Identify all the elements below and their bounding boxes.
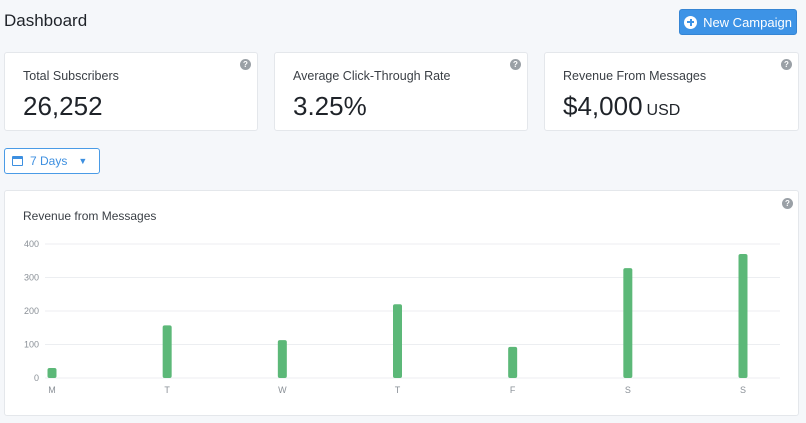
stat-card-revenue: Revenue From Messages $4,000 USD ? (544, 52, 799, 131)
y-tick-label: 300 (24, 273, 39, 283)
x-tick-label: S (625, 385, 631, 395)
help-icon[interactable]: ? (510, 59, 521, 70)
stat-number: 3.25% (293, 91, 367, 121)
x-tick-label: F (510, 385, 516, 395)
bar-2[interactable] (277, 340, 287, 378)
stat-unit: USD (646, 102, 681, 119)
chart-title: Revenue from Messages (23, 209, 157, 223)
bar-1[interactable] (162, 325, 172, 378)
y-tick-label: 0 (34, 373, 39, 383)
stat-value: 26,252 (23, 91, 103, 122)
bar-5[interactable] (623, 268, 633, 378)
new-campaign-label: New Campaign (703, 14, 792, 30)
new-campaign-button[interactable]: New Campaign (679, 9, 797, 35)
y-tick-label: 200 (24, 306, 39, 316)
stat-label: Total Subscribers (23, 69, 119, 83)
bar-0[interactable] (47, 367, 57, 378)
header: Dashboard New Campaign (0, 0, 806, 44)
stat-number: 26,252 (23, 91, 103, 121)
stat-label: Revenue From Messages (563, 69, 707, 83)
revenue-chart-card: Revenue from Messages ? 0 100 200 300 400 M T W… (4, 190, 799, 416)
chevron-down-icon: ▼ (78, 156, 88, 166)
bar-4[interactable] (508, 346, 518, 378)
help-icon[interactable]: ? (240, 59, 251, 70)
stat-value: $4,000 USD (563, 91, 680, 122)
date-range-dropdown[interactable]: 7 Days ▼ (4, 148, 100, 174)
calendar-icon (12, 156, 23, 166)
revenue-bar-chart: 0 100 200 300 400 M T W T F S S (24, 239, 780, 395)
stat-card-click-through-rate: Average Click-Through Rate 3.25% ? (274, 52, 528, 131)
x-tick-label: S (740, 385, 746, 395)
x-tick-label: W (278, 385, 287, 395)
x-tick-label: T (164, 385, 170, 395)
help-icon[interactable]: ? (782, 198, 793, 209)
x-tick-label: M (48, 385, 56, 395)
stat-number: $4,000 (563, 91, 643, 121)
bar-6[interactable] (738, 254, 748, 378)
plus-circle-icon (684, 15, 698, 29)
help-icon[interactable]: ? (781, 59, 792, 70)
stat-card-total-subscribers: Total Subscribers 26,252 ? (4, 52, 258, 131)
page-title: Dashboard (4, 11, 88, 30)
y-tick-label: 100 (24, 340, 39, 350)
stat-label: Average Click-Through Rate (293, 69, 451, 83)
y-tick-label: 400 (24, 239, 39, 249)
stat-value: 3.25% (293, 91, 367, 122)
date-range-label: 7 Days (30, 154, 68, 168)
bar-3[interactable] (393, 304, 402, 378)
x-tick-label: T (395, 385, 401, 395)
